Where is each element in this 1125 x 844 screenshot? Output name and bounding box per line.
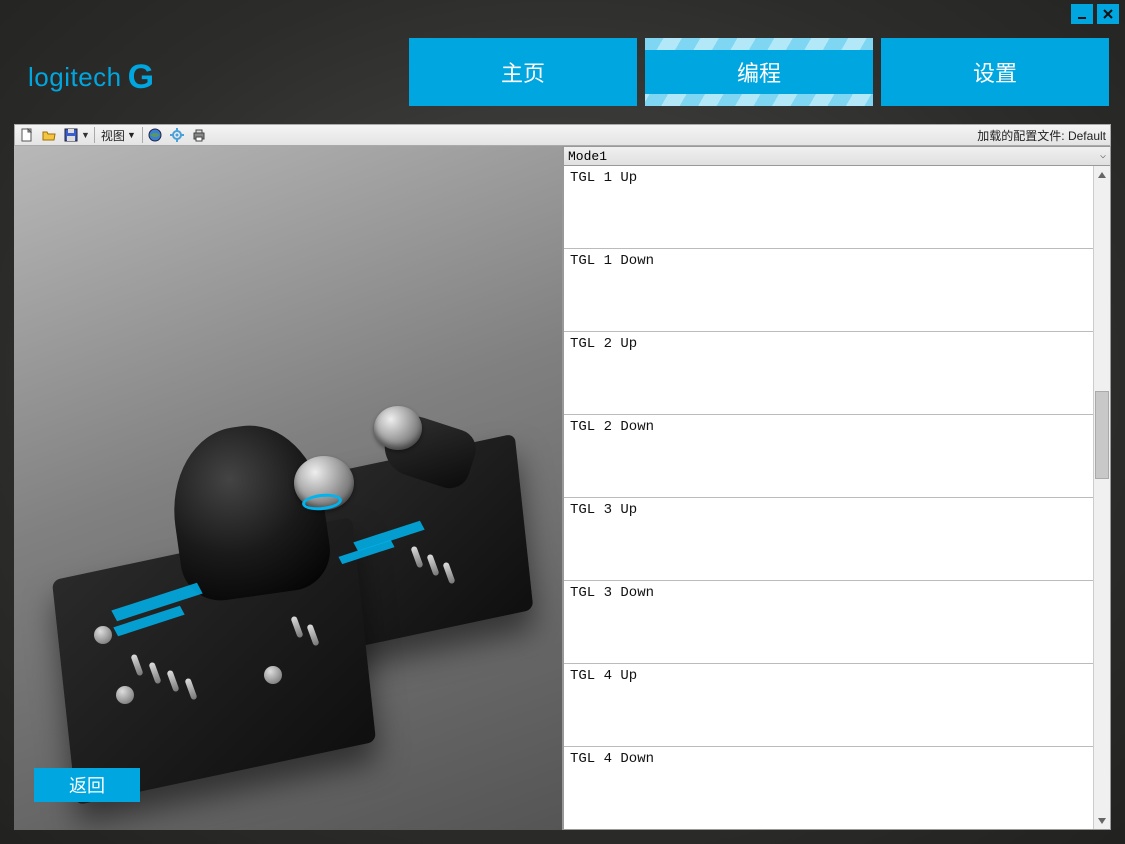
globe-icon[interactable]	[147, 127, 163, 143]
binding-row[interactable]: TGL 3 Up	[564, 498, 1093, 581]
binding-row[interactable]: TGL 1 Up	[564, 166, 1093, 249]
tab-programming[interactable]: 编程	[645, 38, 873, 106]
vertical-scrollbar[interactable]	[1093, 166, 1110, 829]
binding-row[interactable]: TGL 4 Down	[564, 747, 1093, 829]
binding-row[interactable]: TGL 4 Up	[564, 664, 1093, 747]
profile-prefix: 加载的配置文件:	[977, 129, 1068, 143]
bindings-pane: Mode1 ⌵ TGL 1 UpTGL 1 DownTGL 2 UpTGL 2 …	[562, 146, 1111, 830]
view-menu[interactable]: 视图 ▼	[101, 127, 136, 144]
chevron-down-icon: ▼	[127, 130, 136, 140]
minimize-button[interactable]	[1071, 4, 1093, 24]
open-folder-icon[interactable]	[41, 127, 57, 143]
work-area: 返回 Mode1 ⌵ TGL 1 UpTGL 1 DownTGL 2 UpTGL…	[14, 146, 1111, 830]
print-icon[interactable]	[191, 127, 207, 143]
app-window: logitech G 主页 编程 设置 ▼ 视图 ▼	[0, 0, 1125, 844]
mode-select[interactable]: Mode1 ⌵	[563, 146, 1111, 166]
binding-row[interactable]: TGL 3 Down	[564, 581, 1093, 664]
gear-icon[interactable]	[169, 127, 185, 143]
mode-select-value: Mode1	[568, 149, 607, 164]
bindings-list-container: TGL 1 UpTGL 1 DownTGL 2 UpTGL 2 DownTGL …	[563, 166, 1111, 830]
brand-logo: logitech G	[28, 58, 155, 97]
loaded-profile-label: 加载的配置文件: Default	[977, 127, 1106, 144]
profile-name: Default	[1068, 129, 1106, 143]
tab-programming-label: 编程	[737, 56, 781, 88]
save-dropdown-icon[interactable]: ▼	[81, 130, 90, 140]
scroll-down-icon[interactable]	[1094, 812, 1110, 829]
tab-home[interactable]: 主页	[409, 38, 637, 106]
back-button-label: 返回	[69, 772, 105, 798]
chevron-down-icon: ⌵	[1100, 150, 1106, 162]
tab-settings[interactable]: 设置	[881, 38, 1109, 106]
back-button[interactable]: 返回	[34, 768, 140, 802]
binding-row[interactable]: TGL 2 Up	[564, 332, 1093, 415]
binding-row[interactable]: TGL 1 Down	[564, 249, 1093, 332]
tab-home-label: 主页	[501, 56, 545, 88]
brand-suffix: G	[128, 58, 155, 97]
close-button[interactable]	[1097, 4, 1119, 24]
window-controls	[1071, 4, 1119, 24]
toolbar-separator	[142, 127, 143, 143]
scroll-up-icon[interactable]	[1094, 166, 1110, 183]
device-illustration	[34, 266, 534, 746]
binding-row[interactable]: TGL 2 Down	[564, 415, 1093, 498]
toolbar-separator	[94, 127, 95, 143]
brand-name: logitech	[28, 62, 122, 93]
save-icon[interactable]	[63, 127, 79, 143]
toolbar: ▼ 视图 ▼ 加载的配置文件: Default	[14, 124, 1111, 146]
tab-settings-label: 设置	[973, 56, 1017, 88]
main-tabs: 主页 编程 设置	[409, 38, 1109, 106]
bindings-list: TGL 1 UpTGL 1 DownTGL 2 UpTGL 2 DownTGL …	[564, 166, 1093, 829]
device-preview-pane: 返回	[14, 146, 562, 830]
scroll-thumb[interactable]	[1095, 391, 1109, 479]
scroll-track[interactable]	[1094, 183, 1110, 812]
view-menu-label: 视图	[101, 127, 125, 144]
new-file-icon[interactable]	[19, 127, 35, 143]
